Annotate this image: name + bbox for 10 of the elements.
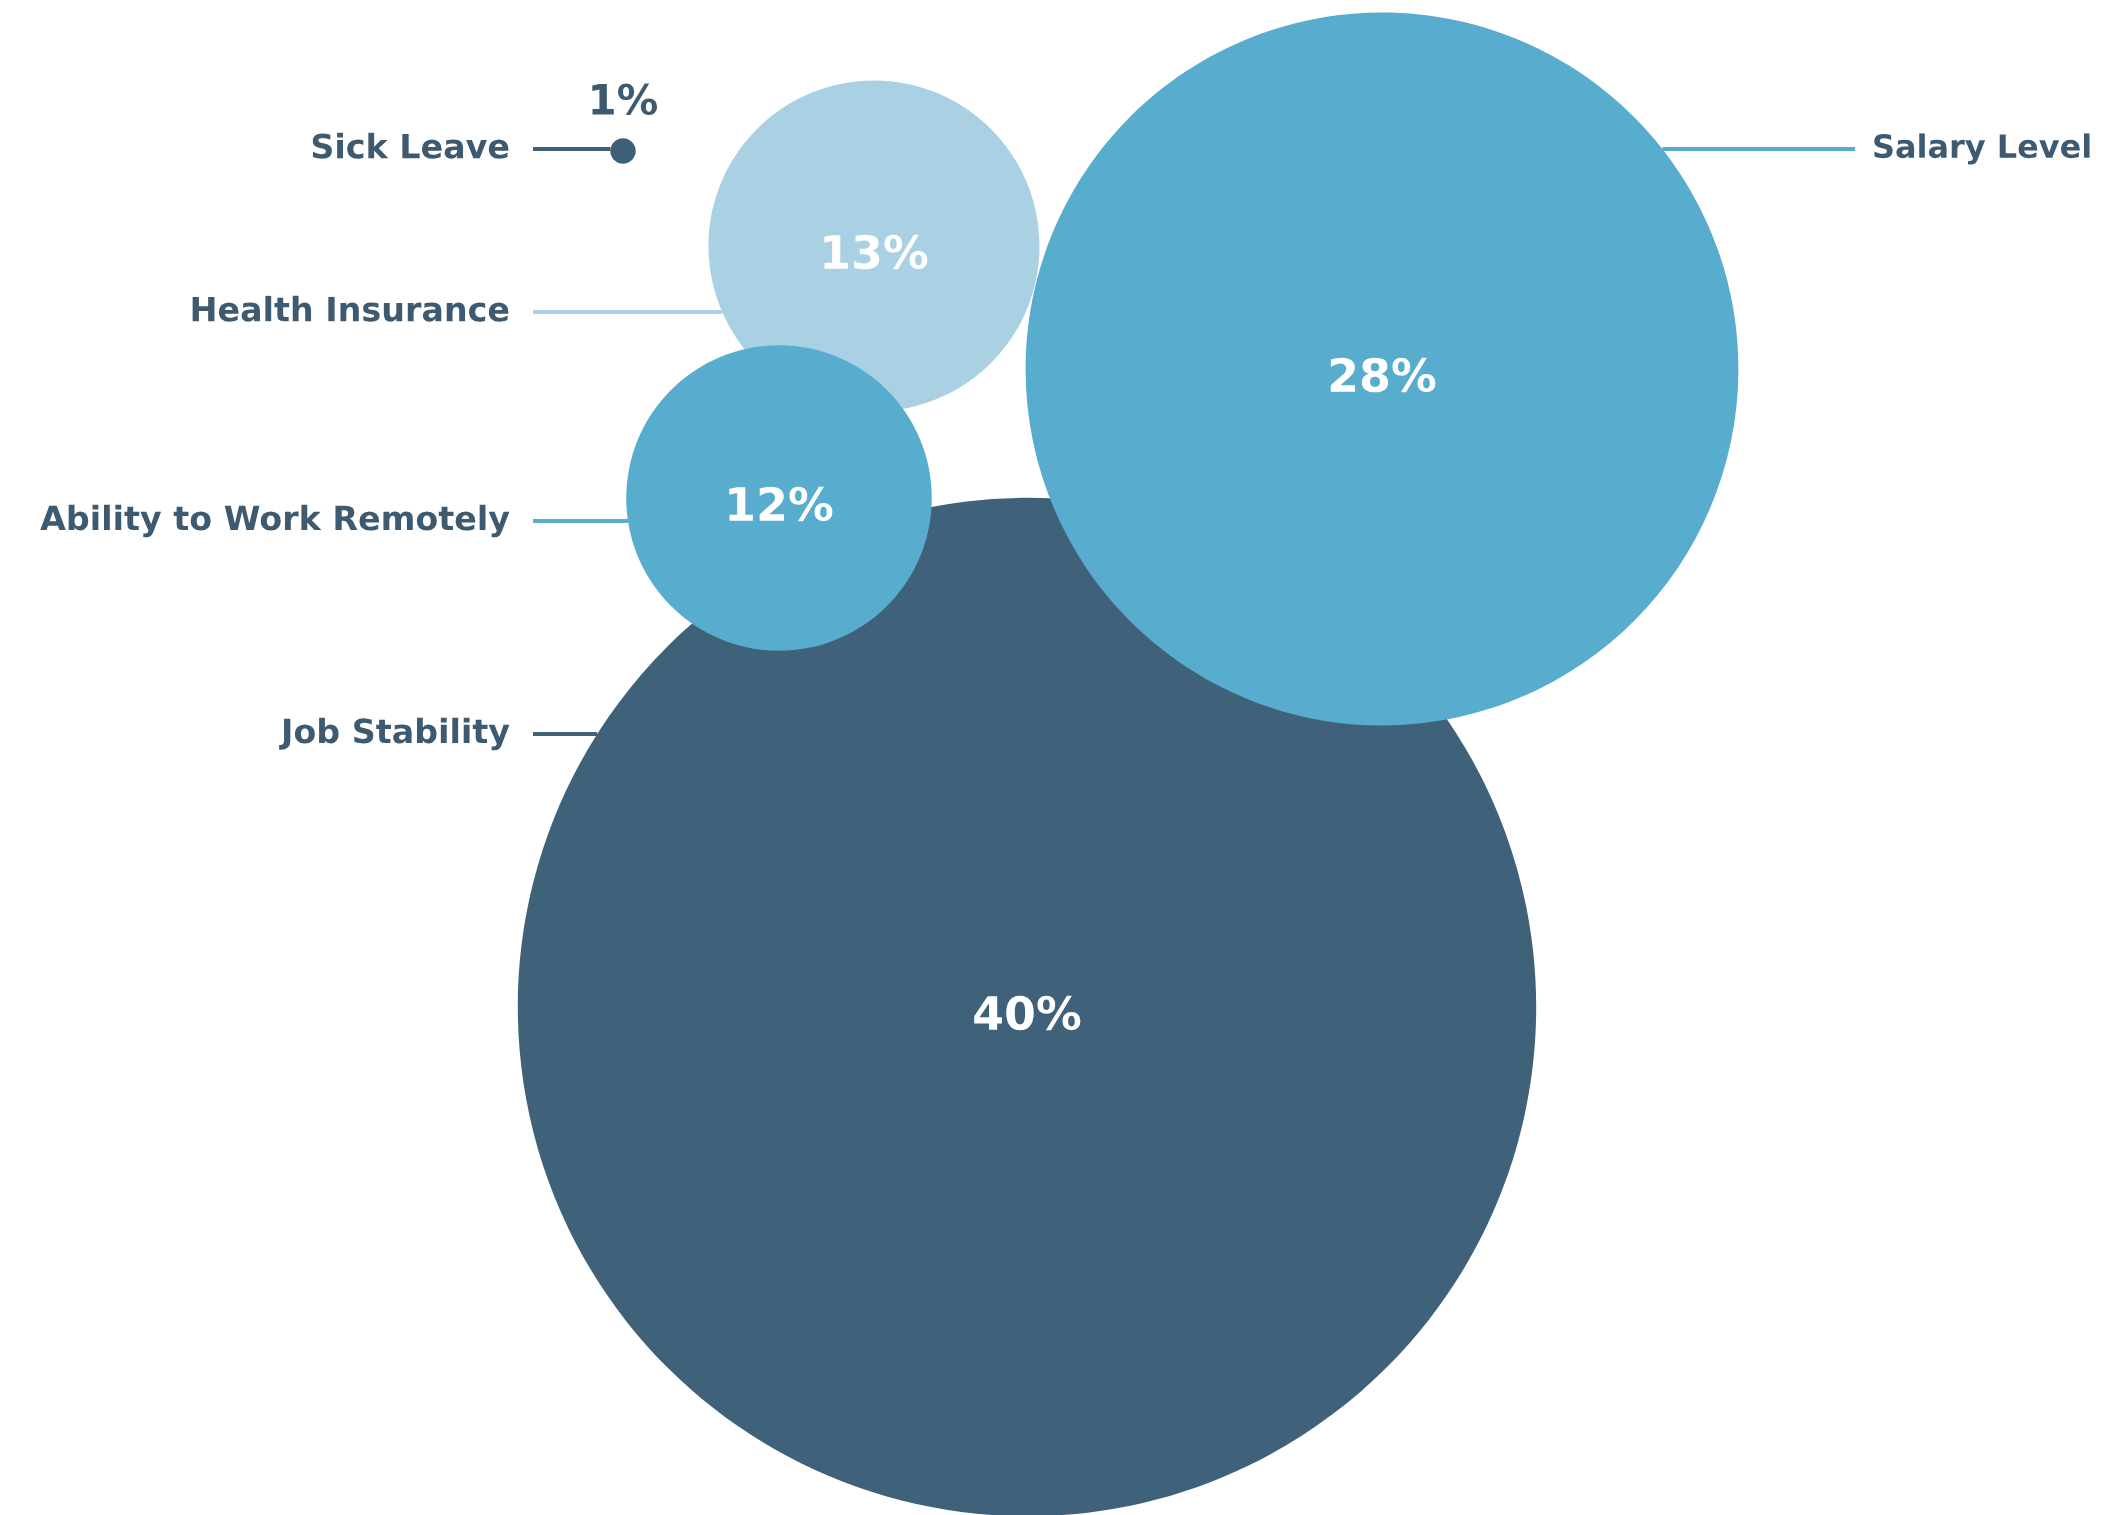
data-label: 28% — [1330, 357, 1436, 393]
data-label: 40% — [974, 995, 1081, 1031]
category-label: Job Stability — [279, 717, 510, 751]
data-label: 1% — [592, 83, 658, 116]
data-label: 13% — [824, 234, 928, 270]
data-label: 12% — [729, 486, 833, 522]
category-label: Health Insurance — [192, 295, 509, 322]
category-label: Sick Leave — [312, 132, 509, 159]
category-label: Ability to Work Remotely — [40, 504, 510, 538]
category-label: Salary Level — [1874, 133, 2090, 165]
